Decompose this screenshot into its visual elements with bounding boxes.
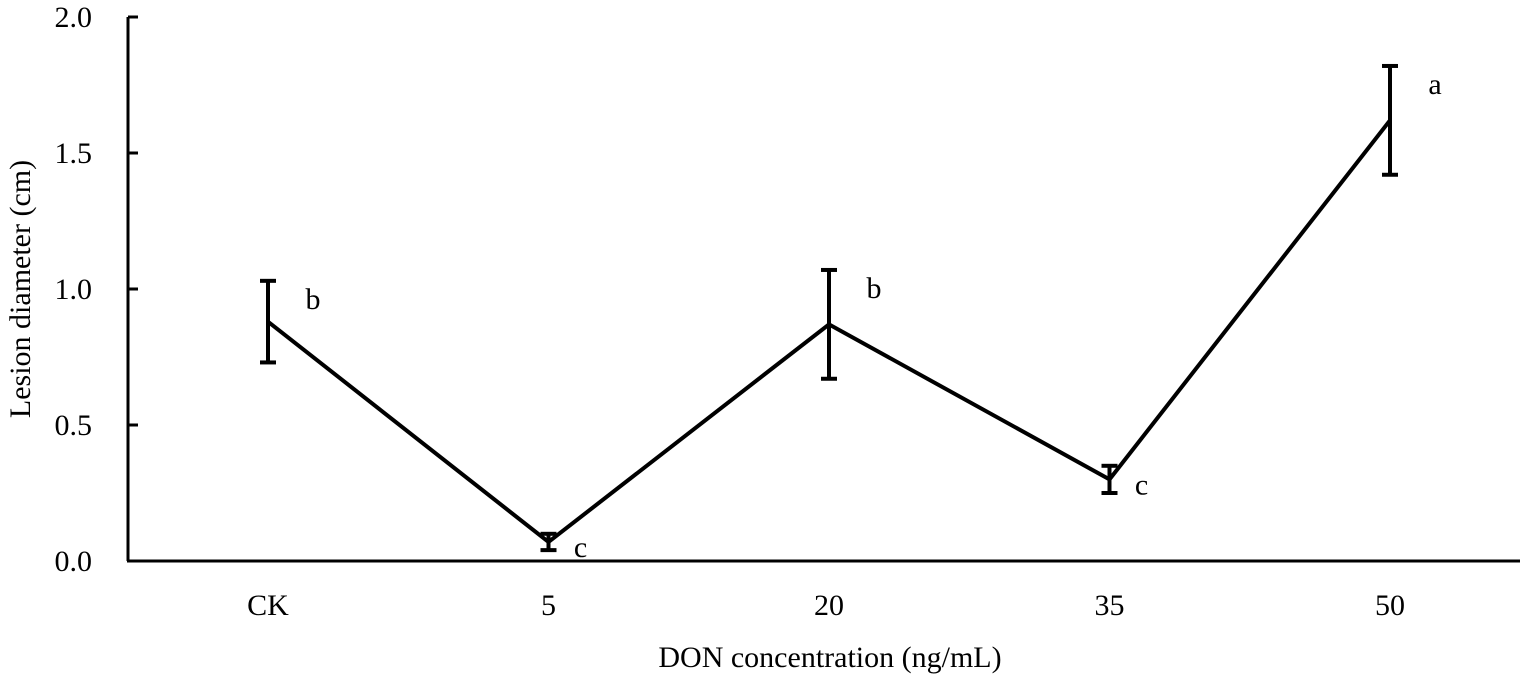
y-axis-title: Lesion diameter (cm) bbox=[4, 160, 37, 418]
significance-label: a bbox=[1428, 68, 1441, 101]
y-tick-label: 1.0 bbox=[55, 273, 93, 306]
error-bar bbox=[1101, 463, 1118, 495]
x-ticks: CK 5 20 35 50 bbox=[247, 589, 1405, 622]
plot-area: b c b c a bbox=[260, 63, 1442, 564]
error-bars bbox=[260, 63, 1398, 553]
chart-axes: 0.0 0.5 1.0 1.5 2.0 CK 5 20 35 50 bbox=[55, 1, 1520, 622]
y-tick-label: 0.5 bbox=[55, 409, 93, 442]
x-tick-label: 50 bbox=[1375, 589, 1405, 622]
y-tick-label: 1.5 bbox=[55, 137, 93, 170]
significance-label: c bbox=[1135, 468, 1148, 501]
error-bar bbox=[821, 267, 837, 381]
significance-label: b bbox=[867, 272, 882, 305]
x-tick-label: 35 bbox=[1095, 589, 1125, 622]
x-tick-label: 5 bbox=[541, 589, 556, 622]
error-bar bbox=[260, 278, 276, 365]
y-tick-label: 2.0 bbox=[55, 1, 93, 34]
error-bar bbox=[540, 531, 557, 553]
x-axis-title: DON concentration (ng/mL) bbox=[658, 641, 1001, 674]
error-bar bbox=[1382, 63, 1398, 177]
y-ticks: 0.0 0.5 1.0 1.5 2.0 bbox=[55, 1, 138, 578]
x-tick-label: CK bbox=[247, 589, 289, 622]
significance-label: b bbox=[306, 283, 321, 316]
y-tick-label: 0.0 bbox=[55, 545, 93, 578]
significance-labels: b c b c a bbox=[306, 68, 1442, 564]
significance-label: c bbox=[574, 531, 587, 564]
x-tick-label: 20 bbox=[814, 589, 844, 622]
